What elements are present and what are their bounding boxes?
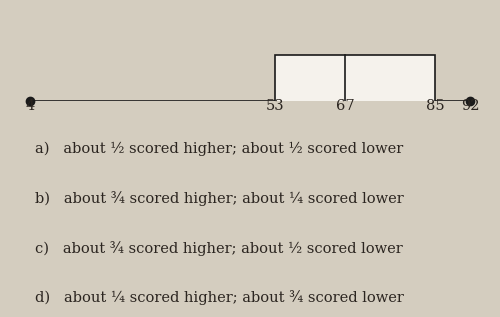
Text: 4: 4: [26, 99, 35, 113]
Text: 67: 67: [336, 99, 354, 113]
Text: c)   about ¾ scored higher; about ½ scored lower: c) about ¾ scored higher; about ½ scored…: [35, 241, 403, 256]
Text: 85: 85: [426, 99, 444, 113]
FancyBboxPatch shape: [275, 55, 435, 148]
Text: 53: 53: [266, 99, 284, 113]
Text: b)   about ¾ scored higher; about ¼ scored lower: b) about ¾ scored higher; about ¼ scored…: [35, 191, 404, 206]
Text: a)   about ½ scored higher; about ½ scored lower: a) about ½ scored higher; about ½ scored…: [35, 142, 403, 156]
Text: 92: 92: [461, 99, 479, 113]
Text: d)   about ¼ scored higher; about ¾ scored lower: d) about ¼ scored higher; about ¾ scored…: [35, 290, 404, 305]
